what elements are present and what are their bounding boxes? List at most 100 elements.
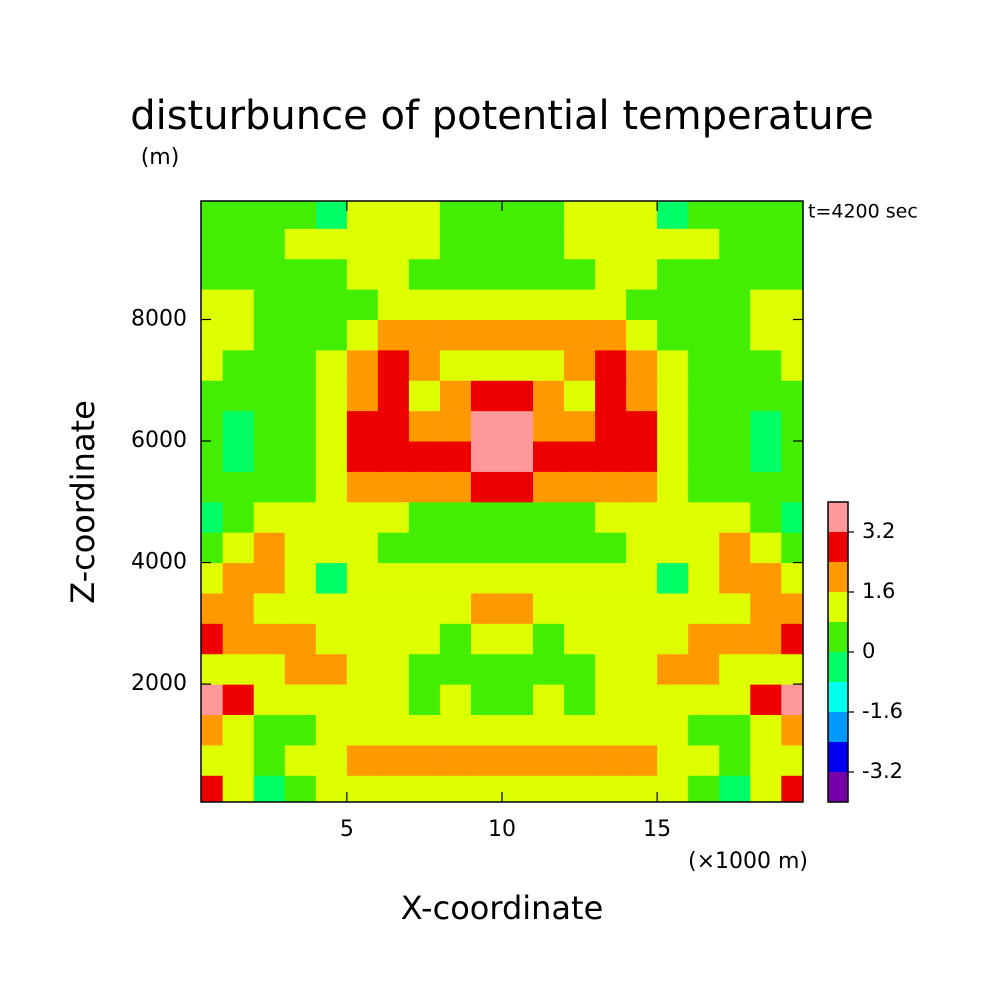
cell	[222, 289, 255, 320]
cell	[470, 258, 503, 290]
cell	[439, 380, 472, 412]
y-tick-label: 4000	[131, 550, 187, 575]
cell	[470, 471, 503, 503]
cell	[346, 714, 379, 746]
cell	[533, 562, 565, 594]
cell	[377, 258, 410, 290]
cell	[439, 258, 472, 290]
cell	[564, 775, 596, 802]
cell	[502, 380, 534, 412]
cell	[253, 623, 286, 655]
cell	[595, 319, 627, 351]
cell	[346, 380, 379, 412]
cell	[470, 201, 503, 229]
cell	[377, 744, 410, 776]
cell	[564, 623, 596, 655]
cell	[781, 258, 803, 290]
colorbar-swatch	[828, 772, 848, 802]
cell	[564, 289, 596, 320]
cell	[253, 441, 286, 472]
cell	[346, 410, 379, 442]
cell	[470, 592, 503, 624]
cell	[595, 562, 627, 594]
cell	[439, 562, 472, 594]
cell	[408, 623, 441, 655]
cell	[408, 319, 441, 351]
cell	[533, 441, 565, 472]
cell	[781, 532, 803, 564]
cell	[564, 532, 596, 564]
cell	[315, 349, 348, 381]
cell	[439, 714, 472, 746]
cell	[750, 501, 782, 533]
cell	[657, 623, 689, 655]
cell	[408, 592, 441, 624]
cell	[408, 501, 441, 533]
cell	[688, 714, 720, 746]
cell	[626, 623, 658, 655]
cell	[439, 592, 472, 624]
cell	[439, 410, 472, 442]
cell	[346, 289, 379, 320]
cell	[201, 684, 224, 715]
cell	[564, 319, 596, 351]
cell	[595, 653, 627, 685]
cell	[502, 714, 534, 746]
cell	[222, 380, 255, 412]
cell	[201, 441, 224, 472]
cell	[315, 201, 348, 229]
cell	[750, 684, 782, 715]
cell	[781, 289, 803, 320]
cell	[377, 562, 410, 594]
cell	[201, 349, 224, 381]
cell	[533, 349, 565, 381]
cell	[377, 653, 410, 685]
cell	[502, 562, 534, 594]
cell	[533, 592, 565, 624]
cell	[470, 228, 503, 260]
cell	[284, 684, 317, 715]
cell	[502, 471, 534, 503]
cell	[564, 201, 596, 229]
cell	[719, 501, 751, 533]
colorbar-tick-label: 0	[862, 639, 875, 663]
cell	[657, 471, 689, 503]
cell	[626, 653, 658, 685]
cell	[201, 623, 224, 655]
cell	[284, 623, 317, 655]
cell	[502, 623, 534, 655]
cell	[595, 258, 627, 290]
cell	[253, 714, 286, 746]
cell	[595, 441, 627, 472]
cell	[719, 744, 751, 776]
cell	[377, 714, 410, 746]
cell	[346, 562, 379, 594]
cell	[201, 410, 224, 442]
cell	[284, 201, 317, 229]
cell	[377, 319, 410, 351]
cell	[564, 441, 596, 472]
cell	[750, 258, 782, 290]
colorbar-swatch	[828, 742, 848, 772]
cell	[315, 562, 348, 594]
cell	[408, 228, 441, 260]
cell	[346, 653, 379, 685]
cell	[315, 380, 348, 412]
cell	[470, 410, 503, 442]
cell	[439, 289, 472, 320]
cell	[408, 684, 441, 715]
cell	[470, 623, 503, 655]
cell	[377, 775, 410, 802]
cell	[626, 471, 658, 503]
cell	[533, 410, 565, 442]
cell	[781, 228, 803, 260]
cell	[719, 441, 751, 472]
cell	[315, 441, 348, 472]
cell	[253, 684, 286, 715]
cell	[688, 744, 720, 776]
cell	[781, 623, 803, 655]
cell	[626, 441, 658, 472]
cell	[595, 623, 627, 655]
cell	[284, 228, 317, 260]
cell	[439, 744, 472, 776]
